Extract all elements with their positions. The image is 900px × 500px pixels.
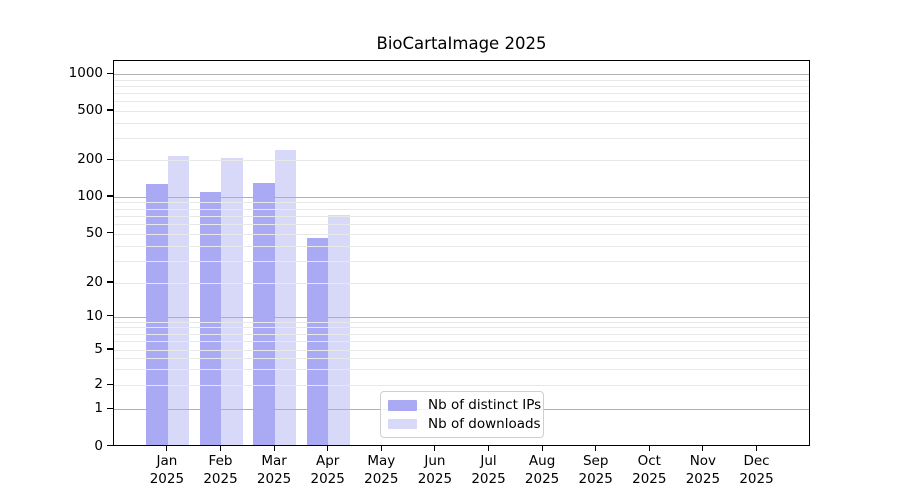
gridline-major xyxy=(114,74,809,76)
y-tick xyxy=(106,407,113,409)
x-tick xyxy=(541,446,543,452)
y-tick xyxy=(106,158,113,160)
y-tick-label: 2 xyxy=(94,376,103,393)
x-tick-label: Jul 2025 xyxy=(471,453,506,487)
gridline-minor xyxy=(114,282,809,284)
x-tick-label: Nov 2025 xyxy=(685,453,721,487)
legend-swatch-downloads xyxy=(388,418,417,429)
x-tick xyxy=(702,446,704,452)
x-tick-label: Sep 2025 xyxy=(578,453,613,487)
bar-apr-downloads xyxy=(328,215,350,445)
x-tick-label: Apr 2025 xyxy=(310,453,345,487)
x-tick xyxy=(273,446,275,452)
grid-layer xyxy=(114,61,809,445)
bar-mar-ips xyxy=(253,182,275,445)
gridline-minor xyxy=(114,110,809,112)
x-tick-label: May 2025 xyxy=(364,453,399,487)
bar-feb-downloads xyxy=(221,157,243,445)
plot-area xyxy=(113,60,810,446)
gridline-minor xyxy=(114,245,809,247)
gridline-minor xyxy=(114,85,809,87)
y-tick xyxy=(106,445,113,447)
bar-jan-downloads xyxy=(167,155,190,445)
y-tick-label: 50 xyxy=(85,224,103,241)
gridline-minor xyxy=(114,341,809,343)
y-tick-label: 100 xyxy=(77,188,103,204)
x-tick xyxy=(219,446,222,452)
y-tick xyxy=(106,109,113,111)
gridline-minor xyxy=(114,358,809,360)
gridline-minor xyxy=(114,138,809,140)
y-tick-label: 5 xyxy=(94,341,103,357)
x-tick-label: Feb 2025 xyxy=(203,453,238,487)
gridline-minor xyxy=(114,349,809,351)
x-tick-label: Oct 2025 xyxy=(632,453,667,487)
gridline-minor xyxy=(114,160,809,162)
y-tick xyxy=(106,232,113,234)
gridline-minor xyxy=(114,260,809,262)
legend-swatch-distinct-ips xyxy=(388,400,417,411)
gridline-minor xyxy=(114,369,809,371)
x-tick-label: Jun 2025 xyxy=(417,453,453,487)
x-tick-label: Jan 2025 xyxy=(149,453,185,487)
y-tick xyxy=(106,72,113,74)
gridline-minor xyxy=(114,202,809,204)
x-tick-label: Aug 2025 xyxy=(524,453,560,487)
legend: Nb of distinct IPs Nb of downloads xyxy=(380,391,544,438)
gridline-minor xyxy=(114,233,809,235)
x-tick xyxy=(755,446,758,452)
y-tick-label: 0 xyxy=(94,437,103,454)
gridline-minor xyxy=(114,385,809,387)
x-tick xyxy=(166,446,168,452)
legend-item-downloads: Nb of downloads xyxy=(388,415,541,434)
y-tick-label: 1000 xyxy=(68,65,103,82)
x-tick xyxy=(648,446,650,452)
gridline-minor xyxy=(114,101,809,103)
x-tick xyxy=(380,446,382,452)
y-tick-label: 500 xyxy=(77,102,103,118)
gridline-minor xyxy=(114,327,809,329)
x-tick xyxy=(595,446,597,452)
legend-item-distinct-ips: Nb of distinct IPs xyxy=(388,396,541,415)
gridline-minor xyxy=(114,321,809,323)
gridline-minor xyxy=(114,92,809,94)
bar-jan-ips xyxy=(146,183,168,445)
bar-feb-ips xyxy=(199,191,222,445)
y-tick xyxy=(106,281,113,283)
gridline-minor xyxy=(114,333,809,335)
y-tick xyxy=(106,195,113,197)
y-tick xyxy=(106,348,113,350)
gridline-minor xyxy=(114,223,809,225)
x-tick xyxy=(327,446,329,452)
gridline-minor xyxy=(114,215,809,217)
y-tick-label: 1 xyxy=(94,400,103,417)
gridline-minor xyxy=(114,122,809,124)
y-tick xyxy=(106,315,113,317)
y-tick-label: 200 xyxy=(77,151,103,168)
y-tick xyxy=(106,383,113,385)
gridline-minor xyxy=(114,79,809,81)
x-tick-label: Dec 2025 xyxy=(739,453,774,487)
gridline-minor xyxy=(114,208,809,210)
x-tick xyxy=(487,446,490,452)
chart-title: BioCartaImage 2025 xyxy=(376,34,547,53)
legend-label-distinct-ips: Nb of distinct IPs xyxy=(428,397,542,414)
y-tick-label: 10 xyxy=(85,307,103,324)
x-tick-label: Mar 2025 xyxy=(256,453,292,487)
y-tick-label: 20 xyxy=(85,274,103,290)
gridline-major xyxy=(114,196,809,198)
legend-label-downloads: Nb of downloads xyxy=(428,415,541,432)
x-tick xyxy=(434,446,436,452)
gridline-major xyxy=(114,316,809,318)
